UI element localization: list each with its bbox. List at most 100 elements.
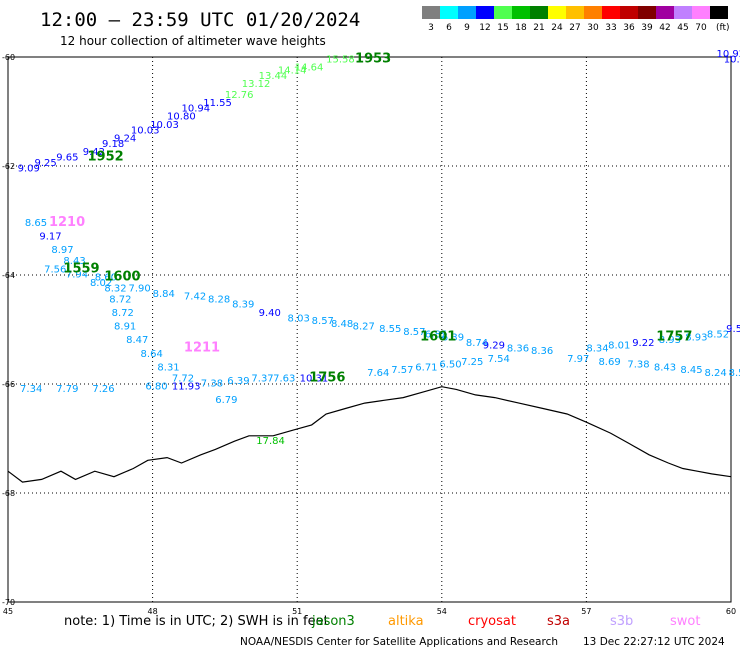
swh-value: 7.79: [56, 384, 78, 395]
swh-value: 8.24: [704, 368, 726, 379]
legend-swatch: [620, 6, 638, 19]
pass-time-label: 1211: [184, 340, 220, 355]
swh-value: 14.14: [278, 65, 307, 76]
legend-label: 3: [428, 23, 434, 33]
legend-swatch: [710, 6, 728, 19]
latitude-tick: -62: [2, 162, 15, 171]
longitude-tick: 60: [726, 607, 736, 616]
swh-value: 8.48: [331, 319, 353, 330]
satellite-name: swot: [670, 614, 700, 629]
swh-value: 14.64: [295, 63, 324, 74]
swh-value: 9.17: [39, 232, 61, 243]
swh-value: 8.72: [112, 308, 134, 319]
swh-value: 8.69: [598, 357, 620, 368]
swh-value: 8.03: [288, 313, 310, 324]
pass-time-label: 1756: [309, 370, 345, 385]
swh-value: 8.28: [208, 294, 230, 305]
swh-value: 6.50: [439, 360, 461, 371]
swh-value: 10.03: [131, 125, 160, 136]
swh-value: 10.31: [300, 373, 329, 384]
swh-value: 8.53: [729, 368, 740, 379]
latitude-tick: -70: [2, 598, 15, 607]
swh-value: 8.43: [63, 256, 85, 267]
swh-value: 10.3: [724, 54, 740, 65]
swh-value: 8.57: [403, 327, 425, 338]
footer-generated: 13 Dec 22:27:12 UTC 2024: [583, 636, 725, 648]
longitude-tick-labels: 45 48 51 54 57 60: [3, 607, 736, 616]
swh-value: 7.26: [92, 384, 114, 395]
swh-value: 9.40: [259, 308, 281, 319]
longitude-tick: 51: [292, 607, 302, 616]
swh-value: 9.54: [726, 324, 740, 335]
swh-value: 8.27: [353, 322, 375, 333]
swh-value: 7.38: [201, 379, 223, 390]
legend-label: 12: [479, 23, 490, 33]
swh-value: 7.25: [461, 357, 483, 368]
observations-layer: 15.5814.6414.1413.4413.1212.7611.5510.94…: [18, 49, 740, 447]
legend-swatch: [440, 6, 458, 19]
legend-label: 6: [446, 23, 452, 33]
legend-label: 33: [605, 23, 616, 33]
swh-value: 9.09: [18, 163, 40, 174]
latitude-tick: -68: [2, 489, 15, 498]
swh-value: 8.65: [25, 218, 47, 229]
swh-value: 17.84: [256, 436, 285, 447]
swh-value: 7.90: [129, 283, 151, 294]
pass-time-label: 1559: [63, 261, 99, 276]
antarctic-coastline: [7, 386, 732, 483]
legend-label: 15: [497, 23, 508, 33]
swh-value: 10.92: [717, 49, 740, 60]
legend-label: 36: [623, 23, 635, 33]
swh-value: 10.94: [182, 104, 211, 115]
legend-swatch: [584, 6, 602, 19]
swh-value: 7.38: [627, 360, 649, 371]
swh-value: 13.44: [259, 71, 288, 82]
swh-value: 8.36: [507, 343, 529, 354]
swh-value: 6.85: [425, 330, 447, 341]
swh-value: 7.64: [367, 368, 389, 379]
satellite-name: jason3: [311, 614, 355, 629]
swh-value: 8.01: [608, 341, 630, 352]
legend-swatch: [422, 6, 440, 19]
swh-value: 8.84: [153, 289, 175, 300]
swh-value: 11.55: [203, 98, 232, 109]
swh-value: 10.80: [167, 112, 196, 123]
swh-value: 8.55: [379, 324, 401, 335]
footer-credit: NOAA/NESDIS Center for Satellite Applica…: [240, 636, 558, 648]
pass-time-label: 1210: [49, 215, 85, 230]
swh-value: 6.80: [145, 381, 167, 392]
legend-swatch: [458, 6, 476, 19]
swh-value: 13.12: [242, 79, 271, 90]
longitude-tick: 57: [581, 607, 591, 616]
swh-value: 7.54: [488, 354, 510, 365]
time-labels-layer: 1953 1952 1210 1559 1600 1211 1756 1601 1757: [49, 51, 693, 385]
footer-note: note: 1) Time is in UTC; 2) SWH is in fe…: [64, 614, 329, 629]
swh-value: 7.34: [20, 384, 42, 395]
swh-value: 8.52: [707, 330, 729, 341]
swh-value: 8.91: [114, 322, 136, 333]
legend-swatch: [512, 6, 530, 19]
satellite-name: s3a: [547, 614, 570, 629]
swh-value: 8.57: [312, 316, 334, 327]
swh-value: 8.31: [157, 362, 179, 373]
satellite-name: s3b: [610, 614, 633, 629]
swh-value: 8.34: [586, 343, 608, 354]
legend-swatch: [656, 6, 674, 19]
pass-time-label: 1757: [656, 329, 692, 344]
legend-label: 27: [569, 23, 580, 33]
legend-label: 18: [515, 23, 527, 33]
legend-label: 45: [677, 23, 688, 33]
swh-value: 6.39: [227, 376, 249, 387]
pass-time-label: 1601: [420, 329, 456, 344]
swh-value: 8.97: [51, 245, 73, 256]
swh-value: 8.47: [126, 335, 148, 346]
swh-value: 9.18: [102, 139, 124, 150]
legend-label: 42: [659, 23, 670, 33]
swh-value: 8.72: [109, 294, 131, 305]
legend-swatch: [494, 6, 512, 19]
swh-value: 8.32: [104, 283, 126, 294]
swh-value: 6.39: [442, 332, 464, 343]
swh-value: 7.94: [66, 270, 88, 281]
latitude-tick: -66: [2, 380, 15, 389]
swh-value: 9.22: [632, 338, 654, 349]
